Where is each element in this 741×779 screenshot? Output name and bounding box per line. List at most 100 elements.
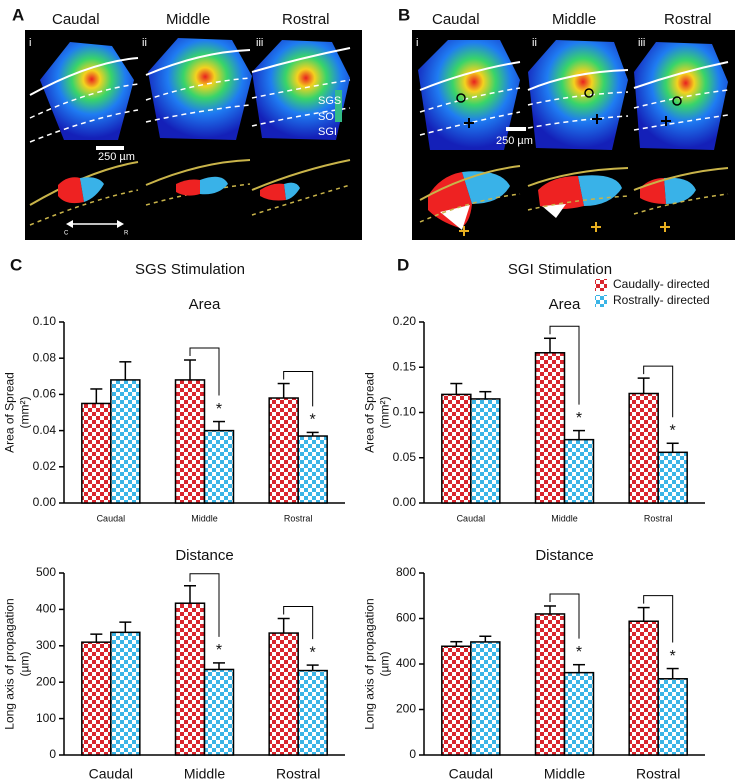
x-tick-label: Caudal bbox=[457, 513, 486, 523]
y-tick-label: 0.08 bbox=[33, 350, 57, 364]
x-tick-label: Middle bbox=[551, 513, 578, 523]
x-tick-label: Rostral bbox=[284, 513, 313, 523]
roman-numeral: i bbox=[416, 37, 418, 49]
bar bbox=[203, 429, 235, 504]
y-axis-label: Area of Spread (mm²) bbox=[363, 372, 392, 453]
bar bbox=[203, 668, 235, 756]
panel-letter: B bbox=[398, 5, 410, 24]
y-tick-label: 0.15 bbox=[393, 359, 417, 373]
group-title: SGI Stimulation bbox=[508, 261, 612, 278]
column-label: Middle bbox=[552, 11, 596, 28]
chart-title: Area bbox=[549, 296, 581, 313]
y-tick-label: 100 bbox=[36, 711, 56, 725]
x-tick-label: Caudal bbox=[97, 513, 126, 523]
roman-numeral: i bbox=[29, 37, 31, 49]
y-tick-label: 0 bbox=[409, 747, 416, 761]
column-label: Caudal bbox=[52, 11, 100, 28]
legend-swatch bbox=[595, 295, 607, 307]
roman-numeral: iii bbox=[256, 37, 263, 49]
x-tick-label: Rostral bbox=[644, 513, 673, 523]
y-tick-label: 400 bbox=[396, 656, 416, 670]
significance-bracket bbox=[189, 573, 220, 637]
bar bbox=[297, 435, 328, 504]
y-axis-label-line: (mm²) bbox=[18, 397, 32, 429]
layer-label: SGS bbox=[318, 95, 341, 107]
significance-marker: * bbox=[216, 401, 222, 418]
chart-title: Distance bbox=[175, 547, 233, 564]
y-axis-label-line: (µm) bbox=[18, 652, 32, 677]
bar bbox=[657, 451, 688, 504]
y-tick-label: 0.05 bbox=[393, 450, 417, 464]
image-panel-a bbox=[25, 30, 362, 240]
roman-numeral: ii bbox=[142, 37, 147, 49]
bar bbox=[628, 392, 659, 504]
bar bbox=[563, 438, 595, 504]
y-tick-label: 0.06 bbox=[33, 387, 57, 401]
y-axis-label-line: Long axis of propagation bbox=[3, 598, 17, 729]
legend-label: Rostrally- directed bbox=[613, 293, 710, 307]
bar bbox=[110, 631, 141, 756]
y-tick-label: 0.02 bbox=[33, 459, 57, 473]
y-tick-label: 0.20 bbox=[393, 314, 417, 328]
axis-label: R bbox=[124, 231, 129, 237]
y-axis-label-line: (µm) bbox=[378, 652, 392, 677]
chart-title: Distance bbox=[535, 547, 593, 564]
significance-marker: * bbox=[576, 410, 582, 427]
scale-label: 250 µm bbox=[496, 135, 533, 147]
column-label: Middle bbox=[166, 11, 210, 28]
bar bbox=[268, 632, 299, 756]
x-tick-label: Caudal bbox=[449, 766, 493, 779]
bar bbox=[563, 671, 595, 756]
bar bbox=[268, 397, 299, 504]
x-tick-label: Rostral bbox=[636, 766, 680, 779]
bar bbox=[470, 641, 501, 756]
layer-label: SO bbox=[318, 111, 334, 123]
x-tick-label: Middle bbox=[184, 766, 225, 779]
bar bbox=[441, 645, 472, 756]
bar bbox=[174, 602, 206, 756]
image-panel-b bbox=[412, 30, 735, 240]
axis-label: C bbox=[64, 231, 69, 237]
significance-marker: * bbox=[670, 648, 676, 665]
significance-marker: * bbox=[670, 422, 676, 439]
y-axis-label: Long axis of propagation (µm) bbox=[363, 598, 392, 729]
panel-letter: C bbox=[10, 255, 22, 274]
y-axis-label: Long axis of propagation (µm) bbox=[3, 598, 32, 729]
bar bbox=[657, 678, 688, 756]
y-tick-label: 800 bbox=[396, 565, 416, 579]
y-axis-label-line: Area of Spread bbox=[363, 372, 377, 453]
bar bbox=[81, 402, 112, 504]
x-tick-label: Middle bbox=[191, 513, 218, 523]
panel-letter: D bbox=[397, 255, 409, 274]
y-axis-label-line: Area of Spread bbox=[3, 372, 17, 453]
bar bbox=[470, 398, 501, 504]
roman-numeral: iii bbox=[638, 37, 645, 49]
column-label: Rostral bbox=[664, 11, 712, 28]
bar bbox=[81, 641, 112, 756]
bar bbox=[628, 620, 659, 756]
panel-letter: A bbox=[12, 5, 24, 24]
bar bbox=[174, 379, 206, 504]
significance-bracket bbox=[283, 371, 314, 407]
column-label: Caudal bbox=[432, 11, 480, 28]
y-tick-label: 0.10 bbox=[393, 405, 417, 419]
significance-bracket bbox=[549, 325, 580, 405]
y-axis-label-line: (mm²) bbox=[378, 397, 392, 429]
column-label: Rostral bbox=[282, 11, 330, 28]
chart-title: Area bbox=[189, 296, 221, 313]
significance-marker: * bbox=[310, 644, 316, 661]
y-tick-label: 600 bbox=[396, 611, 416, 625]
y-axis-label: Area of Spread (mm²) bbox=[3, 372, 32, 453]
y-tick-label: 0 bbox=[49, 747, 56, 761]
x-tick-label: Caudal bbox=[89, 766, 133, 779]
legend-swatch bbox=[595, 279, 607, 291]
x-tick-label: Middle bbox=[544, 766, 585, 779]
bar bbox=[110, 379, 141, 504]
y-tick-label: 400 bbox=[36, 602, 56, 616]
significance-marker: * bbox=[310, 412, 316, 429]
group-title: SGS Stimulation bbox=[135, 261, 245, 278]
roman-numeral: ii bbox=[532, 37, 537, 49]
y-tick-label: 0.00 bbox=[33, 495, 57, 509]
significance-bracket bbox=[643, 595, 674, 643]
bar bbox=[441, 393, 472, 504]
